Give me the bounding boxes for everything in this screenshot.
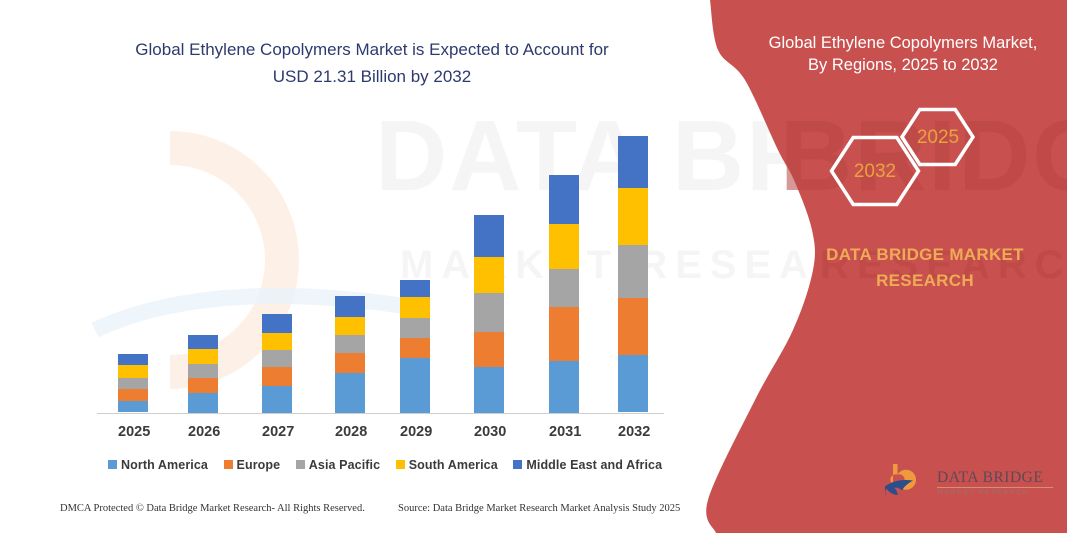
svg-text:2025: 2025 bbox=[917, 127, 959, 148]
svg-text:BRIDGE: BRIDGE bbox=[780, 100, 1067, 212]
svg-text:2032: 2032 bbox=[854, 161, 896, 182]
